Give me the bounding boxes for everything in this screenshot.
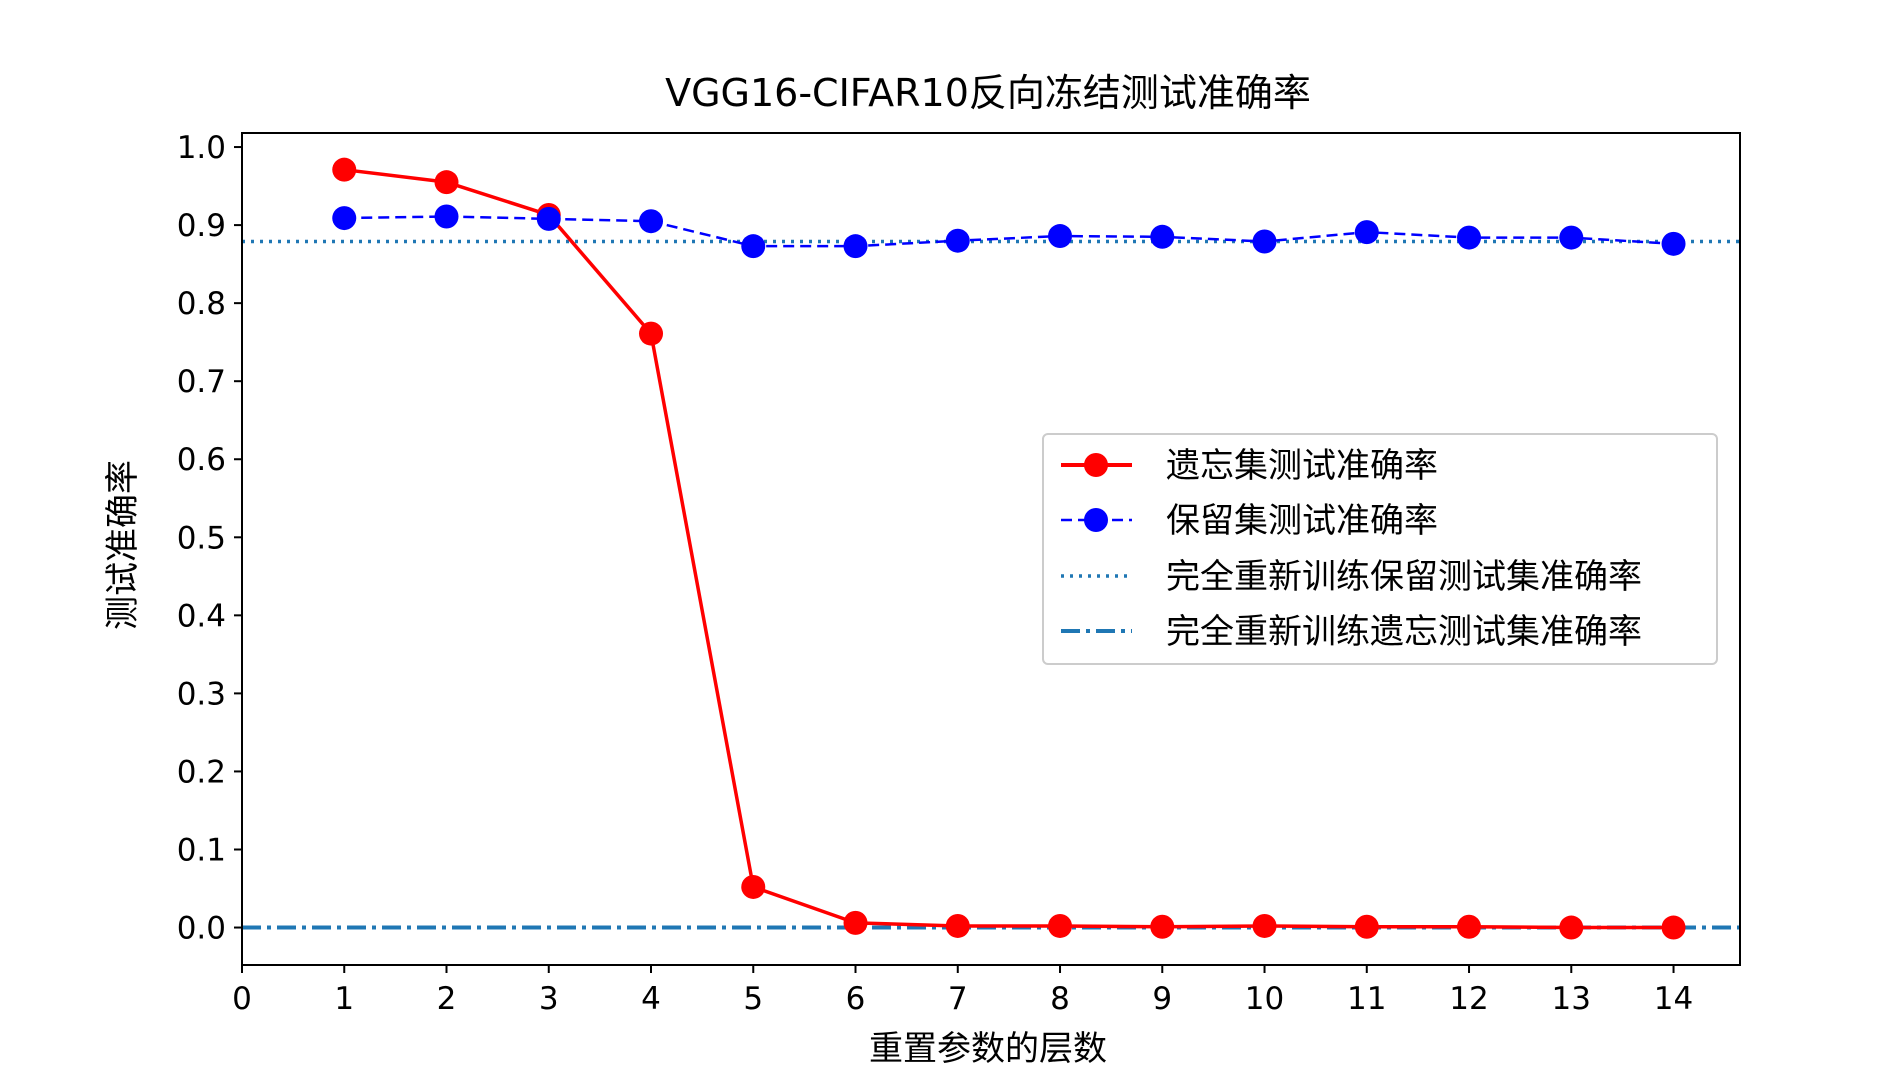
series-2-point (434, 204, 459, 229)
series-2-point (1150, 224, 1175, 249)
series-2-point (1048, 224, 1073, 249)
x-tick-label: 11 (1347, 981, 1386, 1017)
x-axis-label: 重置参数的层数 (869, 1029, 1107, 1069)
plot-area: 0 1 2 3 4 5 6 7 8 9 10 11 12 13 140.00.10.20.30.40.50.… (177, 130, 1741, 1017)
legend-label-2: 保留集测试准确率 (1166, 501, 1438, 541)
legend-marker-1 (1084, 453, 1108, 477)
series-1-point (1559, 915, 1584, 940)
series-2-point (332, 206, 357, 231)
series-1-point (1150, 914, 1175, 939)
x-tick-label: 9 (1152, 981, 1172, 1017)
y-tick-label: 0.5 (177, 520, 226, 556)
series-1-point (1252, 913, 1277, 938)
y-tick-label: 0.1 (177, 832, 226, 868)
axes-frame (241, 132, 1741, 966)
y-axis-label: 测试准确率 (103, 460, 143, 630)
series-2-point (639, 209, 664, 234)
series-1-point (332, 157, 357, 182)
x-tick-label: 4 (641, 981, 661, 1017)
legend-box (1042, 433, 1718, 665)
series-2-point (1661, 231, 1686, 256)
x-tick-label: 10 (1245, 981, 1284, 1017)
x-tick-label: 12 (1449, 981, 1488, 1017)
legend-label-3: 完全重新训练保留测试集准确率 (1166, 557, 1642, 597)
x-tick-label: 2 (437, 981, 457, 1017)
chart-title: VGG16-CIFAR10反向冻结测试准确率 (665, 71, 1311, 115)
legend: 遗忘集测试准确率保留集测试准确率完全重新训练保留测试集准确率完全重新训练遗忘测试… (1042, 433, 1718, 665)
series-1-point (1354, 914, 1379, 939)
series-2-point (843, 234, 868, 259)
series-1-point (1457, 914, 1482, 939)
series-1-point (945, 913, 970, 938)
x-tick-label: 3 (539, 981, 559, 1017)
series-1-point (843, 910, 868, 935)
legend-label-1: 遗忘集测试准确率 (1166, 446, 1438, 486)
y-tick-label: 0.4 (177, 598, 226, 634)
series-2-point (1354, 220, 1379, 245)
series-2-point (945, 228, 970, 253)
y-tick-label: 0.2 (177, 754, 226, 790)
y-tick-label: 0.0 (177, 911, 226, 947)
series-2-point (536, 206, 561, 231)
series-2-line (344, 215, 1674, 248)
x-tick-label: 1 (334, 981, 354, 1017)
series-2-point (1457, 225, 1482, 250)
x-tick-label: 6 (846, 981, 866, 1017)
legend-marker-2 (1084, 508, 1108, 532)
y-tick-label: 0.6 (177, 442, 226, 478)
x-tick-label: 0 (232, 981, 252, 1017)
series-1-point (1048, 913, 1073, 938)
series-1-point (434, 170, 459, 195)
y-tick-label: 1.0 (177, 130, 226, 166)
x-tick-label: 14 (1654, 981, 1693, 1017)
y-tick-label: 0.8 (177, 286, 226, 322)
x-tick-label: 13 (1552, 981, 1591, 1017)
x-tick-label: 5 (743, 981, 763, 1017)
legend-label-4: 完全重新训练遗忘测试集准确率 (1166, 612, 1642, 652)
series-1-point (1661, 915, 1686, 940)
x-tick-label: 8 (1050, 981, 1070, 1017)
series-1-line (344, 167, 1674, 930)
series-1-point (741, 874, 766, 899)
y-tick-label: 0.9 (177, 208, 226, 244)
series-2-point (1559, 225, 1584, 250)
series-1-point (639, 321, 664, 346)
series-2-point (1252, 229, 1277, 254)
series-2-point (741, 234, 766, 259)
y-tick-label: 0.3 (177, 676, 226, 712)
y-tick-label: 0.7 (177, 364, 226, 400)
x-tick-label: 7 (948, 981, 968, 1017)
